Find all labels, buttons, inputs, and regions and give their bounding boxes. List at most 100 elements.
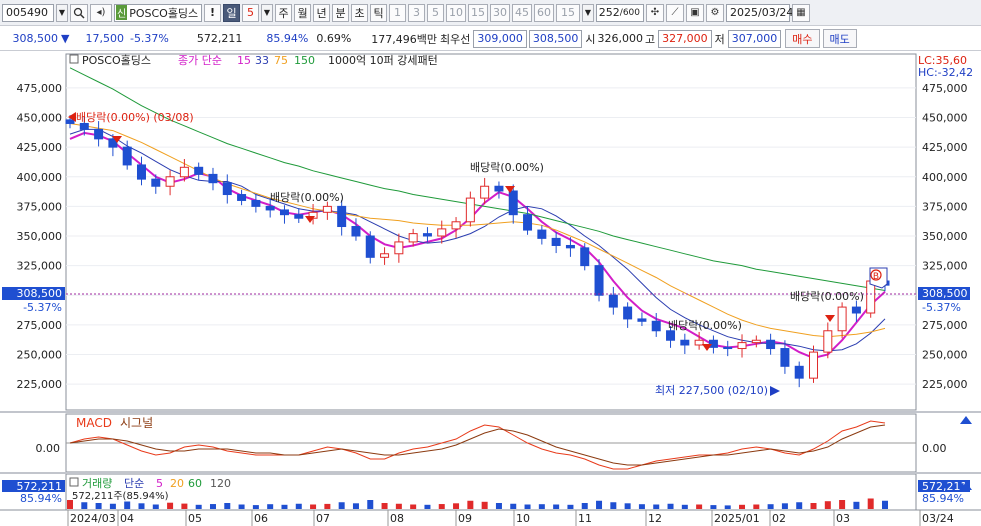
date-tick-label: 2025/01 xyxy=(714,512,760,525)
legend-ma75: 75 xyxy=(274,54,288,67)
buy-button[interactable]: 매수 xyxy=(785,29,820,48)
interval-button[interactable]: 5 xyxy=(427,3,444,22)
date-tick-label: 2024/03 xyxy=(70,512,116,525)
period-tick-button[interactable]: 틱 xyxy=(370,3,387,22)
moving-average-lines xyxy=(69,67,886,360)
price-tick-label: 325,000 xyxy=(17,260,63,273)
volume-left-tag xyxy=(2,480,65,492)
candle-body xyxy=(680,339,690,346)
high-label: 고 xyxy=(645,32,656,46)
period-minute-button[interactable]: 분 xyxy=(332,3,349,22)
date-tick-label: 09 xyxy=(458,512,472,525)
volume-ma5: 5 xyxy=(156,477,163,490)
volume-left-tag-pct: 85.94% xyxy=(20,492,62,505)
volume-bar xyxy=(882,500,888,509)
period-week-button[interactable]: 주 xyxy=(275,3,292,22)
candle-body xyxy=(465,197,475,223)
bar-count-field[interactable]: 252 /600 xyxy=(596,3,644,22)
date-field[interactable]: 2025/03/24 xyxy=(726,3,793,22)
legend-pattern: 1000억 10퍼 강세패턴 xyxy=(328,54,438,67)
volume-panel-toggle-icon[interactable] xyxy=(69,477,79,487)
gear-icon[interactable]: ⚙ xyxy=(706,3,724,22)
dividend-arrow-icon xyxy=(825,315,835,322)
candle-body xyxy=(294,214,304,219)
interval-button[interactable]: 3 xyxy=(408,3,425,22)
interval-button[interactable]: 45 xyxy=(512,3,532,22)
dividend-markers: 배당락(0.00%) (03/08) 배당락(0.00%) 배당락(0.00%)… xyxy=(68,111,864,351)
stock-code-input[interactable]: 005490 xyxy=(2,3,54,22)
volume-value: 572,211 xyxy=(196,32,243,45)
candle-body xyxy=(237,194,247,201)
panel-expand-icon[interactable] xyxy=(960,416,972,424)
stock-name-field: 신 POSCO홀딩스 xyxy=(114,3,202,22)
chevron-down-icon[interactable]: ▼ xyxy=(582,3,594,22)
candle-body xyxy=(108,138,118,148)
date-tick-label: 08 xyxy=(390,512,404,525)
volume-bar xyxy=(181,503,188,509)
volume-bar xyxy=(367,500,374,509)
candle-body xyxy=(651,320,661,332)
candle-body xyxy=(594,265,604,296)
right-price-tag-pct: -5.37% xyxy=(922,301,961,314)
save-icon[interactable]: ▣ xyxy=(686,3,704,22)
volume-ma20: 20 xyxy=(170,477,184,490)
period-year-button[interactable]: 년 xyxy=(313,3,330,22)
interval-button[interactable]: 60 xyxy=(534,3,554,22)
dividend-label-5: 배당락(0.00%) xyxy=(790,290,864,303)
price-tick-label: 225,000 xyxy=(922,378,968,391)
chevron-down-icon[interactable]: ▼ xyxy=(261,3,273,22)
candle-body xyxy=(823,330,833,353)
period-month-button[interactable]: 월 xyxy=(294,3,311,22)
volume-bar xyxy=(867,498,874,509)
panel-toggle-icon[interactable] xyxy=(69,54,79,64)
volume-bar xyxy=(481,501,488,509)
date-axis: 2024/03 04 05 06 07 08 09 10 11 12 2025/01 02 03 03/2… xyxy=(67,510,954,526)
volume-bar xyxy=(195,504,202,509)
candle-body xyxy=(708,339,718,348)
chart-tool-icon[interactable]: ⟋ xyxy=(666,3,684,22)
dividend-label-3: 배당락(0.00%) xyxy=(270,191,344,204)
search-icon[interactable] xyxy=(70,3,88,22)
calendar-icon[interactable]: ▦ xyxy=(792,3,810,22)
candle-body xyxy=(866,280,876,314)
candle-body xyxy=(837,306,847,332)
candle-body xyxy=(251,199,261,207)
dividend-arrow-icon xyxy=(505,186,515,193)
interval-button[interactable]: 1 xyxy=(389,3,406,22)
panel-expand-icon[interactable] xyxy=(960,482,972,490)
volume-bar xyxy=(138,503,145,509)
candle-body xyxy=(65,119,75,124)
volume-bar xyxy=(338,502,345,509)
candle-body xyxy=(79,122,89,130)
legend-stock-name: POSCO홀딩스 xyxy=(82,54,151,67)
volume-bar xyxy=(810,503,817,509)
sell-button[interactable]: 매도 xyxy=(822,29,857,48)
change-percent: -5.37% xyxy=(129,32,169,45)
toolbar: 005490 ▼ ◂) 신 POSCO홀딩스 ! 일 5 ▼ 주 월 년 분 초… xyxy=(0,0,981,26)
interval-button[interactable]: 10 xyxy=(446,3,466,22)
date-tick-label: 04 xyxy=(120,512,134,525)
period-day-button[interactable]: 일 xyxy=(223,3,240,22)
price-tick-label: 250,000 xyxy=(17,348,63,361)
price-change: 17,500 xyxy=(85,32,124,45)
custom-interval-field[interactable]: 15 xyxy=(556,3,580,22)
chevron-down-icon[interactable]: ▼ xyxy=(56,3,68,22)
dividend-arrow-icon xyxy=(305,216,315,223)
volume-bar xyxy=(438,504,445,509)
volume-bar xyxy=(310,504,317,509)
volume-bar xyxy=(67,500,73,509)
low-arrow-icon xyxy=(770,386,780,396)
price-chart[interactable]: 475,000 475,000 450,000 450,000 425,000 425,0… xyxy=(0,52,981,526)
interval-button[interactable]: 15 xyxy=(468,3,488,22)
volume-bar xyxy=(567,504,574,509)
price-tick-label: 400,000 xyxy=(922,171,968,184)
period-value-field[interactable]: 5 xyxy=(242,3,259,22)
period-second-button[interactable]: 초 xyxy=(351,3,368,22)
warning-button[interactable]: ! xyxy=(204,3,221,22)
volume-title: 거래량 xyxy=(82,477,112,490)
lc-label: LC:35,60 xyxy=(918,54,967,67)
speaker-icon[interactable]: ◂) xyxy=(90,3,112,22)
crosshair-icon[interactable]: ✣ xyxy=(646,3,664,22)
interval-button[interactable]: 30 xyxy=(490,3,510,22)
dividend-label-1: 배당락(0.00%) (03/08) xyxy=(76,111,194,124)
